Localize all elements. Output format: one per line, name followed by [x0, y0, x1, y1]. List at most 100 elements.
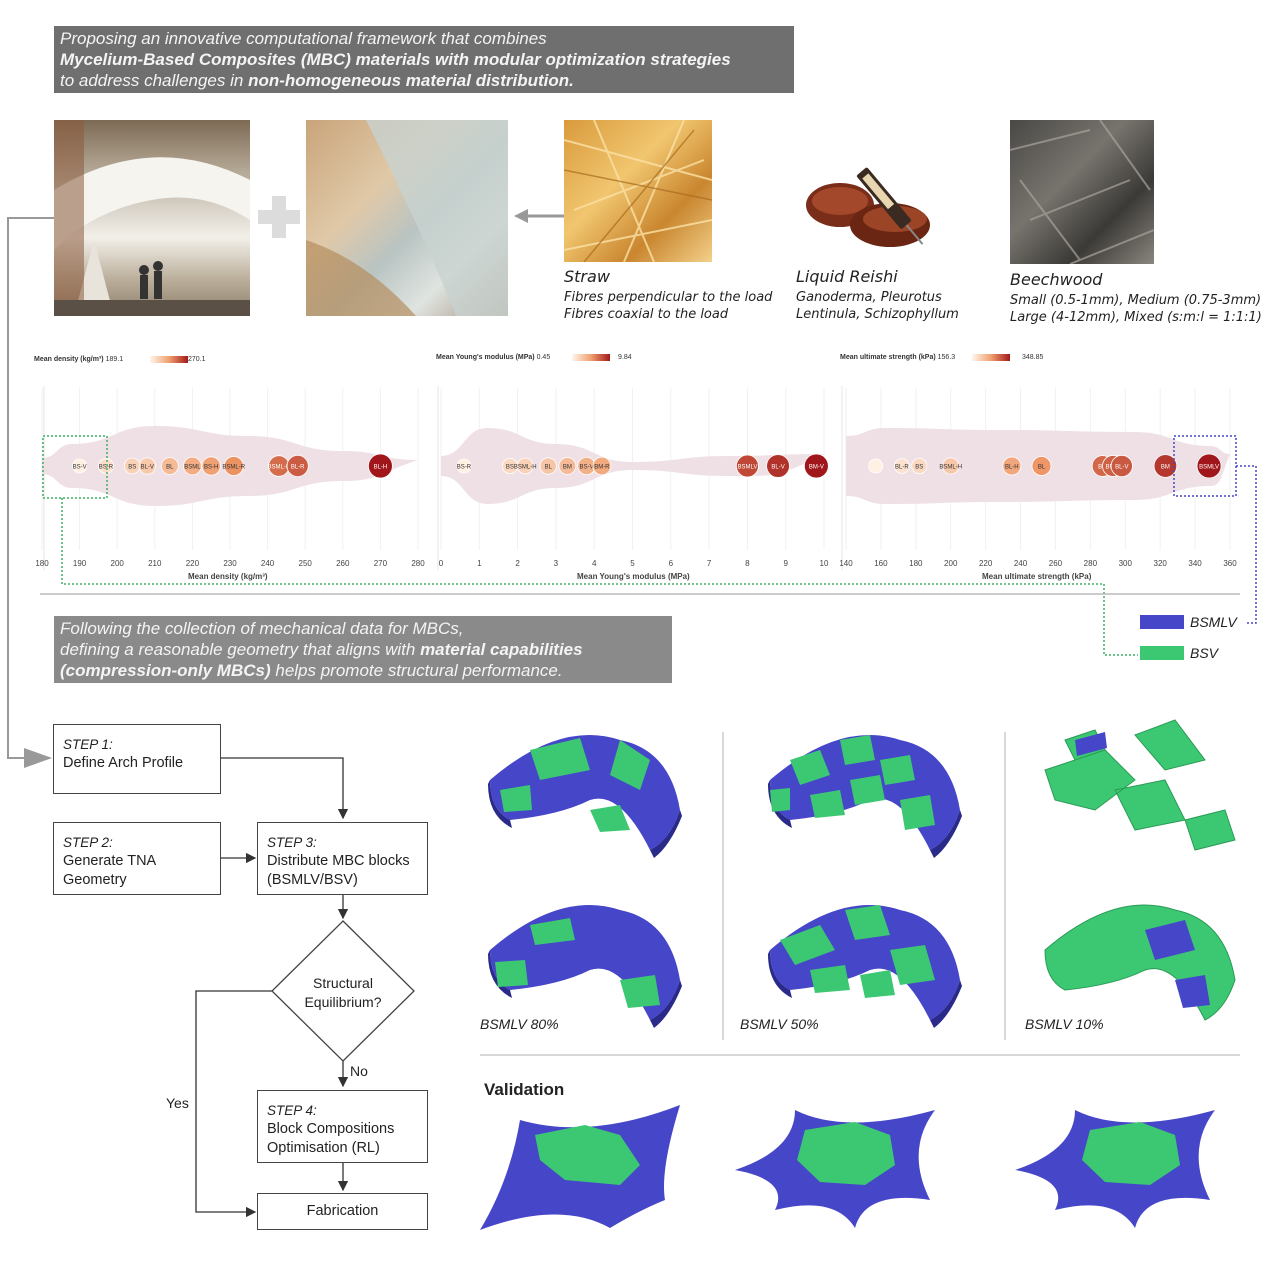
data-point	[1110, 454, 1133, 478]
data-point	[201, 456, 221, 476]
data-point-label: BS	[128, 465, 136, 471]
strength-panel-title: Mean ultimate strength (kPa) 156.3	[840, 354, 955, 361]
intro-line-3: to address challenges in	[60, 71, 249, 90]
render-10-bottom	[1044, 904, 1236, 1021]
legend-swatch-bsmlv	[1140, 615, 1184, 629]
tick-label: 270	[374, 559, 388, 568]
render-80-top	[488, 735, 682, 858]
geometry-line-1: Following the collection of mechanical d…	[60, 619, 464, 638]
tick-label: 140	[839, 559, 853, 568]
tick-label: 1	[477, 559, 482, 568]
data-point	[516, 457, 534, 475]
plus-icon	[258, 196, 300, 238]
density-scale-min: 189.1	[105, 356, 124, 363]
data-point-label: BS-R	[99, 465, 114, 471]
data-point	[1196, 453, 1222, 479]
reishi-sub-1: Ganoderma, Pleurotus	[796, 290, 942, 305]
data-point-label: BS	[915, 465, 923, 471]
modulus-title: Mean Young's modulus (MPa)	[436, 354, 535, 361]
modulus-scale-max: 9.84	[618, 354, 632, 361]
data-point	[1153, 454, 1178, 478]
reishi-syringe-image	[800, 135, 950, 255]
decision-text-a: Structural	[313, 975, 373, 991]
step2-box: STEP 2: Generate TNA Geometry	[53, 822, 221, 895]
data-point-label: BSML-H	[268, 465, 291, 471]
tick-label: 260	[336, 559, 350, 568]
tick-label: 220	[186, 559, 200, 568]
data-point	[367, 453, 393, 479]
data-point	[868, 458, 884, 474]
tick-label: 200	[111, 559, 125, 568]
step4-text-a: Block Compositions	[267, 1121, 395, 1137]
tick-label: 300	[1119, 559, 1133, 568]
beech-sub-2: Large (4-12mm), Mixed (s:m:l = 1:1:1)	[1010, 310, 1262, 325]
data-point	[911, 457, 928, 475]
data-point-label: BSML-H	[514, 465, 537, 471]
step1-box: STEP 1: Define Arch Profile	[53, 724, 221, 794]
step3-tag: STEP 3:	[267, 835, 317, 850]
step3-box: STEP 3: Distribute MBC blocks (BSMLV/BSV…	[257, 822, 428, 895]
tick-label: 240	[1014, 559, 1028, 568]
violin-body-1	[441, 428, 824, 504]
color-scale-bar	[572, 354, 610, 361]
geometry-line-3: helps promote structural performance.	[270, 661, 563, 680]
step2-text-a: Generate TNA	[63, 853, 157, 869]
data-point-label: BL-H	[374, 465, 388, 471]
step1-tag: STEP 1:	[63, 737, 113, 752]
render-50-top	[768, 735, 962, 858]
strength-scale-max: 348.85	[1022, 354, 1044, 361]
tick-label: 220	[979, 559, 993, 568]
data-point-label: BL	[166, 465, 174, 471]
data-point-label: BL-R	[291, 465, 305, 471]
modulus-panel-title: Mean Young's modulus (MPa) 0.45	[436, 354, 550, 361]
data-point	[456, 458, 472, 474]
tick-label: 7	[707, 559, 712, 568]
yes-label: Yes	[166, 1095, 189, 1111]
tick-label: 260	[1049, 559, 1063, 568]
geometry-banner: Following the collection of mechanical d…	[54, 616, 672, 683]
data-point-label: BM-R	[594, 465, 610, 471]
data-point	[558, 457, 577, 475]
beech-title: Beechwood	[1010, 270, 1103, 289]
tick-label: 2	[515, 559, 520, 568]
intro-banner: Proposing an innovative computational fr…	[54, 26, 794, 93]
data-point	[1002, 456, 1022, 476]
tick-label: 0	[439, 559, 444, 568]
arrow-left-icon	[514, 208, 564, 224]
data-point-label: BL	[1038, 465, 1046, 471]
legend-label-bsv: BSV	[1190, 645, 1219, 661]
dotted-connectors	[40, 435, 1257, 656]
reishi-title: Liquid Reishi	[796, 267, 898, 286]
reishi-sub-2: Lentinula, Schizophyllum	[796, 307, 959, 322]
strength-axis-label: Mean ultimate strength (kPa)	[982, 572, 1092, 581]
beech-sub-1: Small (0.5-1mm), Medium (0.75-3mm)	[1010, 293, 1262, 308]
data-point-label: BS-R	[457, 465, 472, 471]
density-scale-max: 270.1	[188, 356, 206, 363]
data-point-label: BSMLV	[1199, 465, 1219, 471]
data-point-label: BL-V	[771, 465, 784, 471]
density-axis-label: Mean density (kg/m³)	[188, 572, 268, 581]
tick-label: 210	[148, 559, 162, 568]
beechwood-caption: Beechwood Small (0.5-1mm), Medium (0.75-…	[1010, 270, 1276, 326]
fabrication-text: Fabrication	[306, 1203, 379, 1219]
tick-label: 180	[35, 559, 49, 568]
tick-label: 240	[261, 559, 275, 568]
tick-label: 190	[73, 559, 87, 568]
tick-label: 4	[592, 559, 597, 568]
intro-line-1: Proposing an innovative computational fr…	[60, 29, 547, 48]
validation-shape-2	[735, 1110, 935, 1228]
no-label: No	[350, 1063, 368, 1079]
data-point	[539, 457, 557, 475]
data-point	[735, 454, 759, 478]
data-point	[160, 457, 179, 475]
beechwood-photo	[1010, 120, 1154, 264]
data-point	[942, 457, 960, 475]
data-point-label: BL	[545, 465, 553, 471]
strength-title: Mean ultimate strength (kPa)	[840, 354, 936, 361]
data-point-label: BS-V	[580, 465, 594, 471]
step1-text: Define Arch Profile	[63, 755, 184, 771]
data-point-label: BL-R	[895, 465, 909, 471]
strength-scale-min: 156.3	[937, 354, 956, 361]
